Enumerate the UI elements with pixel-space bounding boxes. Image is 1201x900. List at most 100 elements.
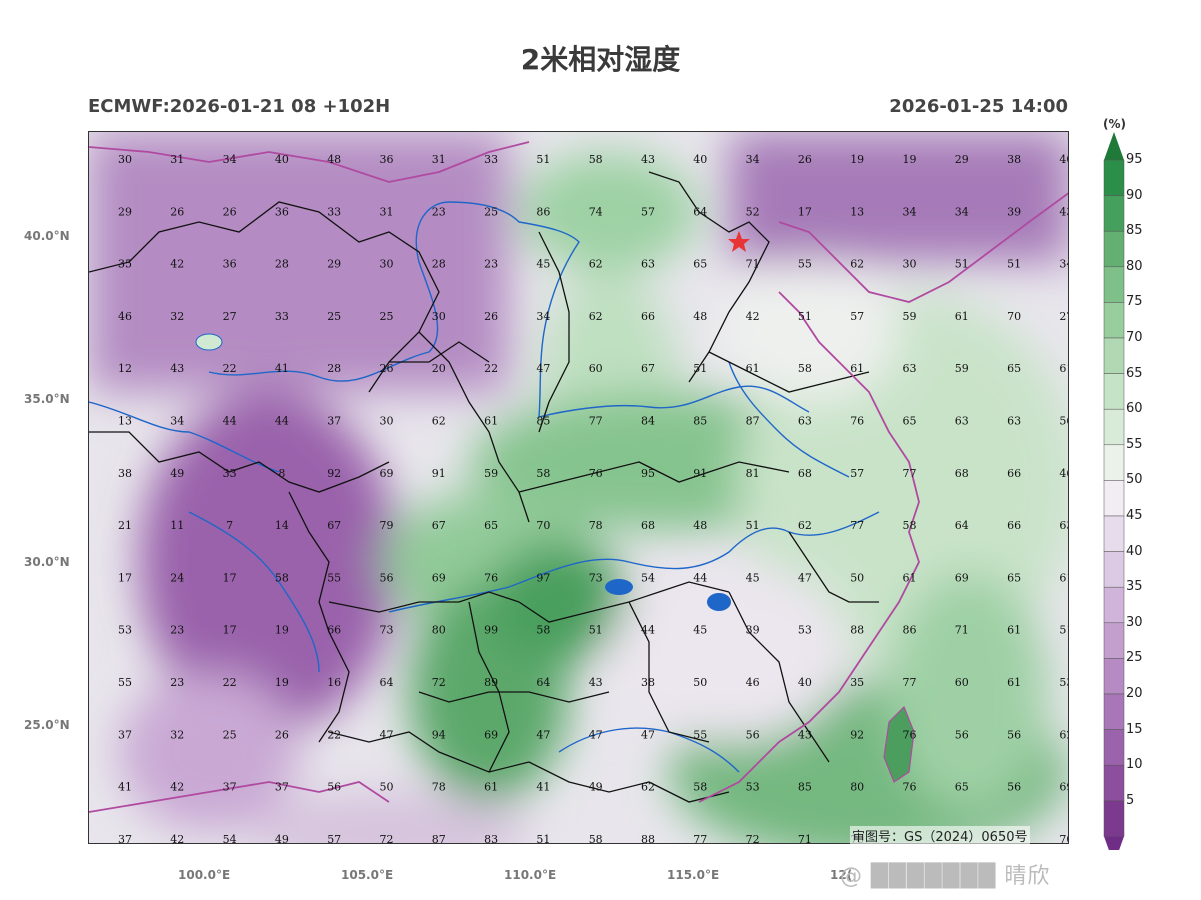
station-value: 61 (1059, 571, 1069, 584)
lon-label-115: 115.0°E (667, 868, 720, 882)
station-value: 69 (484, 728, 498, 741)
station-value: 8 (278, 467, 285, 480)
station-value: 30 (118, 153, 132, 166)
station-value: 49 (275, 833, 289, 844)
station-value: 61 (955, 310, 969, 323)
station-value: 61 (484, 781, 498, 794)
station-value: 81 (746, 467, 760, 480)
station-value: 23 (170, 624, 184, 637)
station-value: 41 (275, 362, 289, 375)
station-value: 69 (380, 467, 394, 480)
station-value: 42 (170, 781, 184, 794)
station-value: 76 (903, 728, 917, 741)
station-value: 85 (798, 781, 812, 794)
station-value: 46 (118, 310, 132, 323)
station-value: 42 (170, 833, 184, 844)
station-value: 26 (484, 310, 498, 323)
station-value: 59 (955, 362, 969, 375)
colorbar-level-label: 75 (1126, 294, 1143, 310)
station-value: 86 (536, 205, 550, 218)
station-value: 46 (746, 676, 760, 689)
station-value: 56 (1007, 728, 1021, 741)
station-value: 91 (693, 467, 707, 480)
station-value: 25 (327, 310, 341, 323)
station-value: 58 (798, 362, 812, 375)
station-value: 71 (798, 833, 812, 844)
lon-label-100: 100.0°E (178, 868, 231, 882)
station-value: 61 (1007, 676, 1021, 689)
station-value: 26 (275, 728, 289, 741)
station-value: 50 (380, 781, 394, 794)
station-value: 52 (746, 205, 760, 218)
colorbar-segment (1103, 764, 1125, 802)
station-value: 25 (223, 728, 237, 741)
station-value: 54 (641, 571, 655, 584)
station-value: 66 (1007, 519, 1021, 532)
station-value: 71 (746, 258, 760, 271)
station-value: 68 (641, 519, 655, 532)
station-value: 73 (380, 624, 394, 637)
station-value: 87 (432, 833, 446, 844)
station-value: 92 (327, 467, 341, 480)
colorbar-segment (1103, 337, 1125, 374)
station-value: 63 (903, 362, 917, 375)
station-value: 13 (850, 205, 864, 218)
station-value: 42 (170, 258, 184, 271)
station-value: 97 (536, 571, 550, 584)
station-value: 60 (589, 362, 603, 375)
station-value: 29 (955, 153, 969, 166)
station-value: 85 (536, 415, 550, 428)
station-value: 65 (484, 519, 498, 532)
station-value: 35 (850, 676, 864, 689)
lat-label-40: 40.0°N (24, 229, 70, 243)
station-value: 37 (223, 781, 237, 794)
province-boundaries (89, 171, 879, 803)
station-value: 51 (746, 519, 760, 532)
station-value: 72 (380, 833, 394, 844)
station-value: 33 (275, 310, 289, 323)
station-value: 17 (223, 624, 237, 637)
station-value: 85 (693, 415, 707, 428)
station-value: 51 (693, 362, 707, 375)
station-value: 64 (955, 519, 969, 532)
colorbar-segment (1103, 551, 1125, 588)
station-value: 58 (903, 519, 917, 532)
station-value: 77 (903, 676, 917, 689)
station-value: 56 (746, 728, 760, 741)
station-value: 61 (850, 362, 864, 375)
station-value: 69 (955, 571, 969, 584)
station-value: 25 (484, 205, 498, 218)
station-value: 76 (850, 415, 864, 428)
station-value: 55 (693, 728, 707, 741)
station-value: 70 (536, 519, 550, 532)
valid-time-label: 2026-01-25 14:00 (889, 96, 1068, 117)
station-value: 21 (118, 519, 132, 532)
colorbar-segment (1103, 266, 1125, 303)
station-value: 7 (226, 519, 233, 532)
station-value: 47 (380, 728, 394, 741)
station-value: 19 (903, 153, 917, 166)
station-value: 62 (432, 415, 446, 428)
station-value: 36 (380, 153, 394, 166)
humidity-map[interactable]: 30 31 34 40 48 36 31 33 51 58 43 40 34 26 19 19 29 38 40 29… (88, 131, 1069, 844)
station-value: 66 (1007, 467, 1021, 480)
station-value: 94 (432, 728, 446, 741)
colorbar-segment (1103, 230, 1125, 268)
colorbar (1103, 132, 1125, 850)
station-value: 74 (589, 205, 603, 218)
station-value: 64 (380, 676, 394, 689)
station-value: 29 (118, 205, 132, 218)
colorbar-level-label: 40 (1126, 543, 1143, 559)
station-value: 40 (275, 153, 289, 166)
station-value: 76 (484, 571, 498, 584)
rivers (89, 201, 880, 773)
station-value: 44 (275, 415, 289, 428)
station-value: 55 (118, 676, 132, 689)
station-value: 64 (536, 676, 550, 689)
station-value: 14 (275, 519, 289, 532)
station-value: 34 (955, 205, 969, 218)
station-value: 48 (693, 310, 707, 323)
station-value: 55 (327, 571, 341, 584)
station-value: 34 (746, 153, 760, 166)
station-value: 67 (432, 519, 446, 532)
